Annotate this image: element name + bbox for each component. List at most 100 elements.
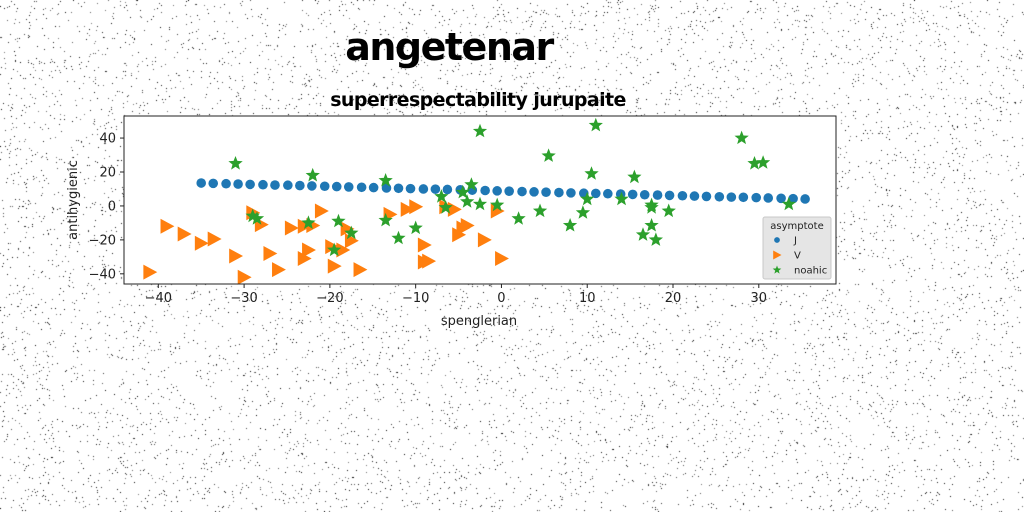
point-noahic-6 bbox=[327, 242, 342, 257]
point-j-4 bbox=[245, 179, 255, 190]
point-j-47 bbox=[776, 193, 786, 204]
point-noahic-34 bbox=[648, 232, 663, 246]
point-j-8 bbox=[295, 180, 305, 191]
point-j-35 bbox=[627, 189, 638, 200]
point-j-0 bbox=[196, 178, 207, 188]
point-v-18 bbox=[327, 258, 342, 274]
point-noahic-35 bbox=[661, 203, 676, 218]
point-noahic-4 bbox=[301, 215, 316, 229]
point-j-19 bbox=[430, 184, 441, 194]
point-j-12 bbox=[343, 182, 354, 192]
x-axis-label: spenglerian bbox=[441, 314, 517, 329]
y-tick-label: 0 bbox=[108, 199, 116, 214]
point-v-5 bbox=[229, 248, 244, 264]
point-j-3 bbox=[233, 179, 243, 189]
x-tick-label: −20 bbox=[316, 291, 343, 306]
point-j-41 bbox=[701, 191, 712, 202]
x-axis: −40 −30 −20 −10 0 10 20 30 bbox=[145, 284, 767, 306]
point-noahic-19 bbox=[490, 197, 505, 212]
point-j-25 bbox=[504, 186, 514, 196]
legend-box bbox=[762, 216, 832, 280]
point-noahic-37 bbox=[747, 156, 762, 170]
x-tick-label: 30 bbox=[751, 291, 768, 306]
point-noahic-22 bbox=[541, 148, 556, 162]
y-axis-label: antihygienic bbox=[66, 160, 81, 240]
point-j-49 bbox=[800, 194, 810, 204]
point-j-27 bbox=[529, 187, 539, 197]
point-noahic-36 bbox=[734, 130, 749, 145]
point-j-28 bbox=[541, 187, 551, 197]
point-j-24 bbox=[492, 186, 502, 196]
point-v-19 bbox=[336, 242, 351, 258]
point-noahic-39 bbox=[781, 196, 796, 211]
point-v-34 bbox=[477, 232, 492, 248]
point-noahic-2 bbox=[249, 211, 265, 225]
point-noahic-38 bbox=[756, 155, 771, 169]
point-j-44 bbox=[738, 192, 749, 203]
point-v-4 bbox=[207, 231, 222, 247]
point-noahic-7 bbox=[344, 225, 359, 240]
point-noahic-5 bbox=[331, 213, 346, 228]
y-tick-label: 20 bbox=[99, 166, 116, 181]
point-j-16 bbox=[393, 183, 404, 194]
point-j-18 bbox=[418, 184, 429, 194]
point-j-11 bbox=[331, 181, 342, 192]
x-tick-label: −40 bbox=[145, 291, 172, 306]
point-j-23 bbox=[480, 185, 490, 196]
plot-title: superrespectability jurupaite bbox=[330, 89, 626, 111]
point-noahic-29 bbox=[627, 169, 642, 184]
point-noahic-8 bbox=[378, 173, 393, 187]
point-v-20 bbox=[340, 221, 355, 237]
point-j-43 bbox=[726, 192, 737, 202]
point-noahic-3 bbox=[305, 167, 320, 182]
point-j-9 bbox=[307, 181, 317, 191]
point-noahic-17 bbox=[472, 123, 488, 138]
point-j-17 bbox=[405, 183, 416, 194]
legend-marker-noahic bbox=[772, 265, 782, 274]
point-noahic-30 bbox=[635, 227, 651, 241]
x-tick-label: 0 bbox=[497, 291, 505, 306]
point-noahic-14 bbox=[455, 184, 470, 199]
point-noahic-0 bbox=[228, 156, 243, 170]
point-v-24 bbox=[400, 201, 415, 217]
point-j-7 bbox=[283, 180, 293, 191]
point-j-10 bbox=[319, 181, 330, 192]
point-noahic-27 bbox=[588, 117, 603, 132]
y-axis: −40 −20 0 20 40 bbox=[89, 132, 124, 282]
point-j-6 bbox=[270, 180, 280, 190]
legend-label-noahic: noahic bbox=[794, 266, 827, 277]
x-tick-label: −30 bbox=[230, 291, 257, 306]
x-tick-label: −10 bbox=[402, 291, 429, 306]
point-noahic-18 bbox=[472, 196, 488, 211]
x-tick-label: 10 bbox=[579, 291, 596, 306]
point-j-14 bbox=[368, 182, 379, 193]
point-j-45 bbox=[751, 192, 762, 203]
point-v-9 bbox=[263, 245, 278, 261]
point-v-14 bbox=[302, 242, 316, 258]
point-v-13 bbox=[297, 251, 312, 267]
point-v-1 bbox=[160, 218, 175, 234]
point-v-28 bbox=[422, 253, 437, 269]
point-v-36 bbox=[495, 251, 509, 267]
point-v-25 bbox=[409, 199, 424, 215]
x-tick-label: 20 bbox=[665, 291, 682, 306]
figure-suptitle: angetenar bbox=[345, 25, 554, 69]
point-j-36 bbox=[639, 189, 650, 200]
point-v-2 bbox=[177, 226, 192, 242]
point-noahic-24 bbox=[575, 205, 591, 219]
data-marks bbox=[143, 117, 810, 285]
point-noahic-9 bbox=[378, 212, 393, 227]
point-v-3 bbox=[194, 235, 209, 251]
point-v-6 bbox=[237, 269, 252, 285]
legend-label-v: V bbox=[794, 251, 801, 262]
plot-frame bbox=[123, 115, 837, 285]
point-v-17 bbox=[325, 239, 340, 255]
point-noahic-33 bbox=[644, 218, 659, 232]
point-j-33 bbox=[603, 188, 613, 199]
point-j-48 bbox=[788, 193, 798, 204]
legend-title: asymptote bbox=[770, 221, 823, 232]
point-noahic-23 bbox=[562, 218, 578, 232]
